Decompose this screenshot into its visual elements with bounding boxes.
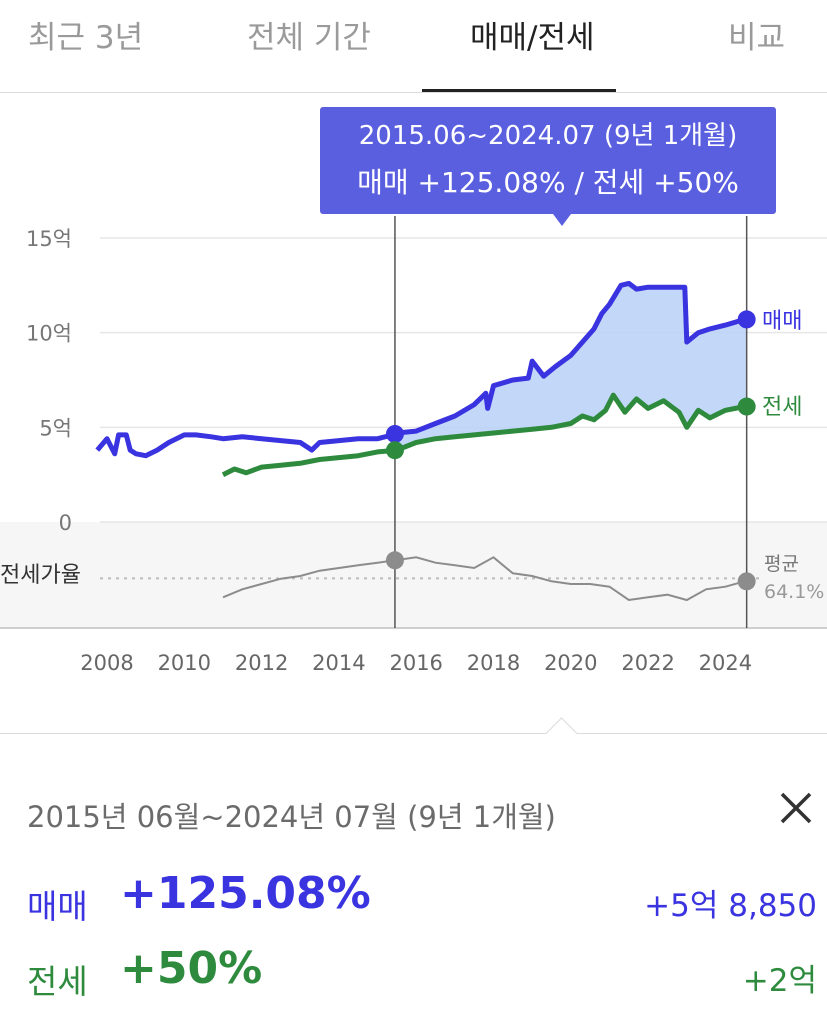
x-tick-label: 2018 xyxy=(467,651,520,675)
sale-series-label: 매매 xyxy=(762,309,802,334)
tooltip-period: 2015.06~2024.07 (9년 1개월) xyxy=(359,121,737,151)
sale-series-line xyxy=(95,280,746,459)
sale-range-dot xyxy=(737,310,756,329)
jeonse-range-dot xyxy=(385,441,404,460)
tab-sale-jeonse[interactable]: 매매/전세 xyxy=(470,20,595,56)
ratio-range-dot xyxy=(737,572,756,591)
tab-all-period[interactable]: 전체 기간 xyxy=(247,20,371,56)
sale-change-amount: +5억 8,850 xyxy=(644,888,817,924)
x-tick-label: 2016 xyxy=(389,651,442,675)
x-tick-label: 2022 xyxy=(621,651,674,675)
ratio-average-value: 64.1% xyxy=(764,581,824,603)
y-tick-label: 10억 xyxy=(26,322,72,346)
summary-period: 2015년 06월~2024년 07월 (9년 1개월) xyxy=(27,800,556,834)
range-fill-area xyxy=(394,283,747,451)
jeonse-series-label: 전세 xyxy=(762,395,802,420)
x-tick-label: 2020 xyxy=(544,651,597,675)
y-tick-label: 0 xyxy=(59,511,72,535)
x-tick-label: 2008 xyxy=(80,651,133,675)
tooltip-summary: 매매 +125.08% / 전세 +50% xyxy=(357,166,739,199)
jeonse-series-line xyxy=(221,392,746,477)
jeonse-change-amount: +2억 xyxy=(742,963,817,999)
y-tick-label: 15억 xyxy=(26,227,72,251)
sale-range-dot xyxy=(385,424,404,443)
x-tick-label: 2024 xyxy=(699,651,752,675)
ratio-average-label: 평균 xyxy=(764,553,799,575)
price-chart[interactable]: 15억 10억 5억 0 2008 2010 2012 2014 2016 2018 2020 20… xyxy=(0,96,827,696)
tab-recent-3-years[interactable]: 최근 3년 xyxy=(28,20,144,56)
tab-compare[interactable]: 비교 xyxy=(728,20,786,56)
ratio-label: 전세가율 xyxy=(0,563,81,588)
range-tooltip: 2015.06~2024.07 (9년 1개월) 매매 +125.08% / 전… xyxy=(320,107,776,226)
close-icon[interactable] xyxy=(776,788,816,828)
ratio-series-line xyxy=(222,556,745,602)
x-tick-label: 2012 xyxy=(235,651,288,675)
y-tick-label: 5억 xyxy=(39,416,72,440)
sale-label: 매매 xyxy=(27,887,88,926)
sale-change-pct: +125.08% xyxy=(120,868,371,919)
ratio-range-dot xyxy=(385,551,404,570)
ratio-band xyxy=(0,522,827,628)
active-tab-indicator xyxy=(422,89,616,92)
jeonse-range-dot xyxy=(737,397,756,416)
summary-panel xyxy=(0,733,827,1016)
x-tick-label: 2014 xyxy=(312,651,365,675)
period-tabs: 최근 3년 전체 기간 매매/전세 비교 xyxy=(0,0,827,93)
jeonse-label: 전세 xyxy=(27,962,88,1001)
jeonse-change-pct: +50% xyxy=(120,943,263,994)
x-tick-label: 2010 xyxy=(158,651,211,675)
